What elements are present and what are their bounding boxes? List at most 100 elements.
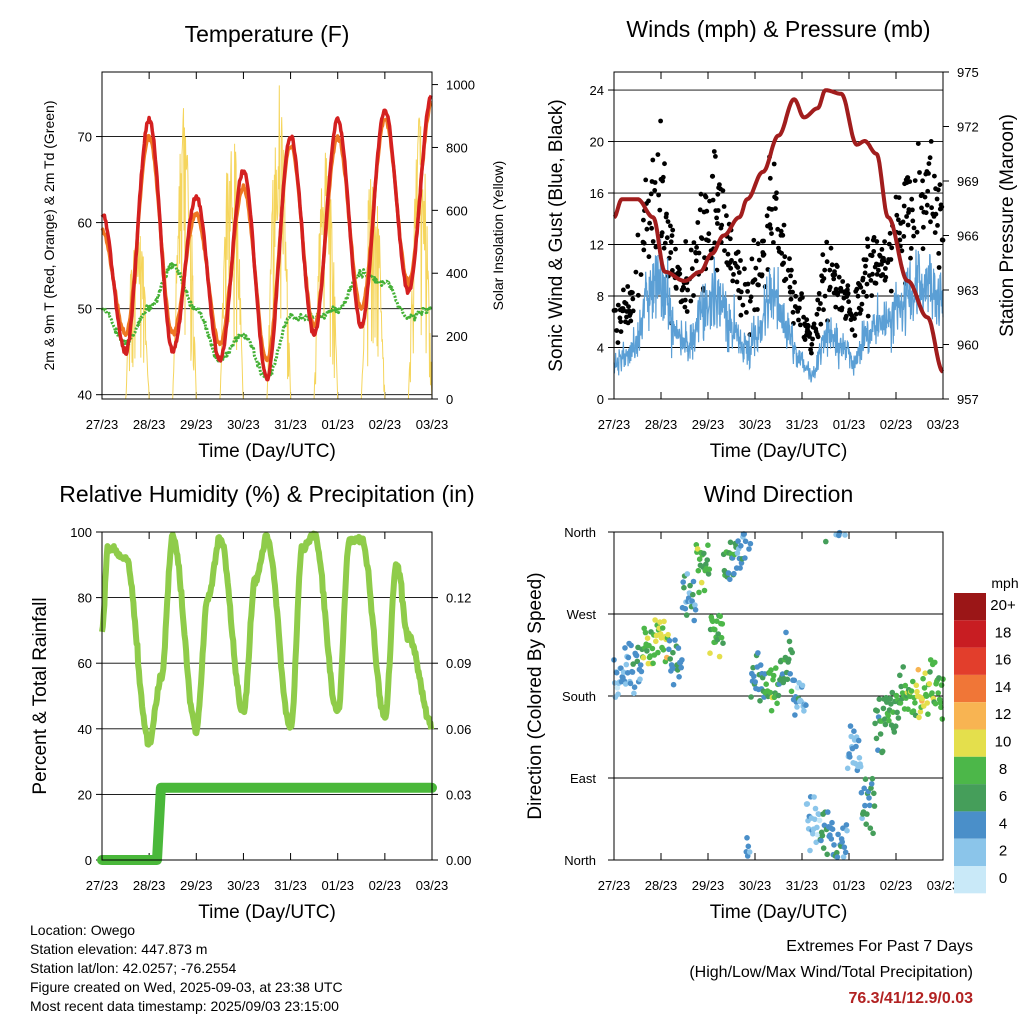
panel-title: Relative Humidity (%) & Precipitation (i… xyxy=(59,481,474,507)
direction-point xyxy=(757,698,763,704)
direction-point xyxy=(738,543,744,549)
direction-point xyxy=(914,688,920,695)
direction-point xyxy=(803,702,809,708)
gust-point xyxy=(706,238,711,244)
gust-point xyxy=(644,226,650,232)
direction-point xyxy=(823,538,829,545)
direction-point xyxy=(912,700,918,706)
direction-point xyxy=(871,803,878,809)
extremes-values: 76.3/41/12.9/0.03 xyxy=(848,990,973,1007)
gust-point xyxy=(800,295,805,300)
gust-point xyxy=(798,322,803,328)
direction-point xyxy=(678,664,684,671)
direction-point xyxy=(742,555,748,561)
gust-point xyxy=(665,219,671,225)
panel-1: Temperature (F) Time (Day/UTC) 27/23 28/23 2… xyxy=(41,21,506,462)
direction-point xyxy=(932,700,939,707)
gust-point xyxy=(815,334,821,340)
direction-point xyxy=(892,723,899,729)
gust-point xyxy=(822,293,828,299)
direction-point xyxy=(742,538,749,545)
gust-point xyxy=(615,302,621,308)
y-axis-label-right: Station Pressure (Maroon) xyxy=(997,114,1018,337)
gust-point xyxy=(870,271,875,277)
gust-point xyxy=(682,304,688,310)
gust-point xyxy=(771,240,776,245)
gust-point xyxy=(855,293,861,299)
gust-point xyxy=(752,277,758,283)
direction-point xyxy=(863,821,869,827)
gust-point xyxy=(751,237,757,243)
gust-point xyxy=(888,257,894,262)
x-tick-label: 02/23 xyxy=(880,878,913,893)
x-tick-label: 30/23 xyxy=(739,878,772,893)
gust-point xyxy=(761,238,766,244)
created-text: Figure created on Wed, 2025-09-03, at 23… xyxy=(30,979,343,995)
gust-point xyxy=(759,272,765,278)
colorbar-label: 0 xyxy=(999,870,1007,887)
gust-point xyxy=(829,262,835,268)
y-tick-label: 40 xyxy=(78,388,92,403)
y-tick-label-right: 1000 xyxy=(446,78,475,93)
direction-point xyxy=(768,667,774,673)
direction-point xyxy=(916,714,922,721)
gust-point xyxy=(735,265,741,270)
direction-point xyxy=(908,688,915,694)
direction-point xyxy=(611,680,618,686)
y-tick-label: North xyxy=(564,853,596,868)
x-tick-label: 30/23 xyxy=(739,417,772,432)
y-tick-label-right: 0 xyxy=(446,392,453,407)
gust-point xyxy=(673,246,678,252)
x-tick-label: 03/23 xyxy=(927,878,960,893)
direction-point xyxy=(880,705,887,712)
direction-point xyxy=(631,684,638,690)
direction-point xyxy=(791,677,798,684)
direction-point xyxy=(939,716,946,722)
gust-point xyxy=(824,259,830,265)
colorbar-label: 6 xyxy=(999,788,1007,805)
direction-point xyxy=(701,587,708,594)
direction-point xyxy=(687,582,693,589)
direction-point xyxy=(783,629,789,636)
gust-point xyxy=(753,265,759,271)
gust-point xyxy=(814,311,820,317)
direction-point xyxy=(881,716,888,722)
direction-point xyxy=(905,706,911,712)
x-tick-label: 02/23 xyxy=(369,878,402,893)
gust-point xyxy=(748,294,754,300)
direction-point xyxy=(858,789,865,796)
direction-point xyxy=(695,567,702,574)
direction-point xyxy=(882,721,889,728)
y-tick-label: North xyxy=(564,525,596,540)
location-text: Location: Owego xyxy=(30,922,136,938)
gust-point xyxy=(873,280,879,286)
gust-point xyxy=(780,232,786,238)
direction-point xyxy=(799,682,806,689)
gust-point xyxy=(910,207,915,213)
gust-point xyxy=(724,213,729,219)
gust-point xyxy=(669,233,675,239)
gust-point xyxy=(649,225,654,231)
gust-point xyxy=(767,175,773,181)
gust-point xyxy=(719,222,725,228)
station-info: Location: Owego Station elevation: 447.8… xyxy=(30,921,343,1016)
direction-point xyxy=(690,591,696,598)
gust-point xyxy=(787,256,792,262)
direction-point xyxy=(731,570,737,577)
direction-point xyxy=(862,802,868,809)
gust-point xyxy=(729,258,734,263)
gust-point xyxy=(688,247,694,253)
x-tick-label: 28/23 xyxy=(645,417,678,432)
direction-point xyxy=(836,529,843,536)
x-tick-label: 29/23 xyxy=(692,417,725,432)
x-tick-label: 01/23 xyxy=(833,878,866,893)
gust-point xyxy=(824,239,830,245)
direction-point xyxy=(755,650,761,656)
gust-point xyxy=(863,263,868,269)
direction-point xyxy=(814,831,821,838)
x-axis-label: Time (Day/UTC) xyxy=(710,441,848,462)
direction-point xyxy=(623,661,630,668)
y-tick-label: 70 xyxy=(78,130,92,145)
gust-point xyxy=(796,305,802,311)
direction-point xyxy=(842,849,849,856)
